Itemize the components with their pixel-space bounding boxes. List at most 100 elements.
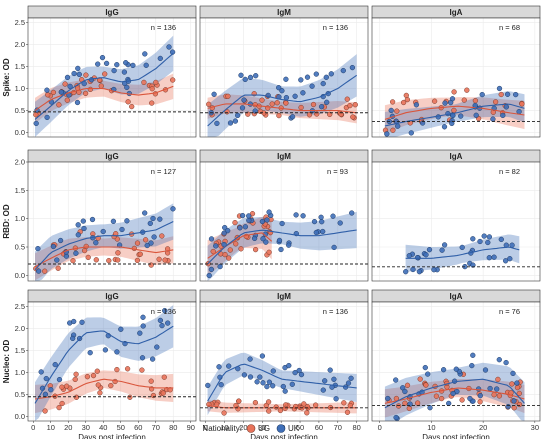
data-point-uk bbox=[502, 258, 509, 264]
data-point-ug bbox=[72, 376, 78, 383]
data-point-uk bbox=[162, 307, 168, 314]
data-point-uk bbox=[226, 363, 232, 369]
data-point-uk bbox=[148, 240, 154, 246]
data-point-uk bbox=[35, 245, 41, 252]
y-tick-label: 2.0 bbox=[15, 40, 25, 49]
panel-title: IgG bbox=[105, 292, 118, 301]
trend-line-ug bbox=[384, 387, 525, 404]
data-point-uk bbox=[349, 210, 355, 216]
x-tick-label: 20 bbox=[479, 423, 487, 432]
trend-line-uk bbox=[384, 103, 525, 127]
trend-line-uk bbox=[207, 363, 357, 402]
data-point-uk bbox=[35, 268, 42, 274]
data-point-ug bbox=[42, 408, 48, 414]
panel-title: IgM bbox=[277, 8, 291, 17]
data-point-uk bbox=[487, 385, 493, 392]
data-point-ug bbox=[81, 247, 88, 254]
data-point-uk bbox=[510, 370, 516, 377]
data-point-uk bbox=[237, 225, 243, 231]
data-point-uk bbox=[266, 209, 272, 215]
data-point-uk bbox=[276, 237, 283, 244]
data-point-ug bbox=[127, 394, 133, 400]
data-point-ug bbox=[417, 376, 423, 382]
data-point-ug bbox=[95, 382, 101, 388]
data-point-ug bbox=[472, 98, 479, 104]
data-point-uk bbox=[114, 62, 120, 68]
data-point-uk bbox=[157, 317, 164, 324]
data-point-uk bbox=[239, 105, 246, 111]
data-point-uk bbox=[44, 87, 50, 93]
data-point-uk bbox=[154, 344, 160, 350]
data-point-ug bbox=[142, 237, 149, 243]
data-point-uk bbox=[345, 380, 352, 386]
data-point-uk bbox=[439, 247, 445, 253]
y-tick-label: 1.5 bbox=[15, 346, 25, 355]
data-point-uk bbox=[311, 218, 318, 225]
data-point-uk bbox=[384, 131, 390, 137]
data-point-ug bbox=[298, 104, 304, 111]
data-point-uk bbox=[56, 376, 63, 383]
data-point-ug bbox=[59, 400, 65, 407]
data-point-ug bbox=[252, 399, 259, 406]
data-point-uk bbox=[70, 335, 76, 342]
trend-line-ug bbox=[384, 105, 525, 120]
data-point-uk bbox=[64, 74, 71, 81]
data-point-uk bbox=[313, 229, 319, 236]
data-point-uk bbox=[81, 225, 87, 232]
panel-2-3: IgA n = 82 bbox=[371, 149, 541, 282]
data-point-ug bbox=[161, 374, 167, 380]
data-point-uk bbox=[214, 120, 220, 127]
data-point-uk bbox=[260, 236, 266, 242]
data-point-uk bbox=[481, 233, 487, 239]
data-point-uk bbox=[276, 85, 282, 91]
x-axis-title: Days post infection bbox=[250, 433, 318, 439]
data-point-uk bbox=[118, 326, 124, 332]
sample-size-label: n = 136 bbox=[151, 23, 176, 32]
data-point-uk bbox=[513, 91, 519, 98]
data-point-uk bbox=[298, 371, 305, 378]
data-point-uk bbox=[95, 61, 101, 67]
data-point-uk bbox=[426, 247, 433, 253]
data-point-uk bbox=[449, 120, 455, 127]
data-point-uk bbox=[319, 219, 325, 225]
data-point-uk bbox=[149, 356, 156, 362]
data-point-uk bbox=[140, 314, 146, 320]
data-point-uk bbox=[289, 114, 296, 120]
data-point-ug bbox=[233, 241, 239, 247]
data-point-ug bbox=[514, 384, 521, 391]
x-tick-label: 10 bbox=[427, 423, 435, 432]
data-point-ug bbox=[433, 393, 440, 399]
y-axis-title-row-1: Spike: OD bbox=[2, 58, 11, 96]
data-point-uk bbox=[139, 355, 146, 361]
data-point-uk bbox=[309, 83, 315, 89]
data-point-ug bbox=[115, 250, 121, 256]
data-point-uk bbox=[304, 74, 311, 80]
data-point-uk bbox=[296, 367, 302, 374]
data-point-uk bbox=[157, 55, 163, 62]
data-point-ug bbox=[438, 395, 445, 402]
ci-band-uk bbox=[35, 203, 174, 281]
data-point-uk bbox=[260, 380, 266, 386]
plot-area bbox=[372, 162, 540, 281]
ci-band-uk bbox=[207, 54, 357, 137]
data-point-uk bbox=[470, 236, 476, 242]
legend-title: Nationality: bbox=[202, 424, 242, 433]
data-point-uk bbox=[232, 118, 239, 124]
data-point-uk bbox=[54, 257, 60, 263]
x-tick-label: 50 bbox=[117, 423, 125, 432]
data-point-uk bbox=[292, 93, 298, 99]
data-point-uk bbox=[111, 67, 117, 74]
data-point-ug bbox=[97, 390, 103, 396]
data-point-ug bbox=[156, 256, 162, 262]
data-point-uk bbox=[446, 400, 452, 407]
data-point-ug bbox=[59, 384, 65, 390]
x-tick-label: 10 bbox=[220, 423, 228, 432]
data-point-uk bbox=[58, 89, 64, 95]
data-point-ug bbox=[451, 89, 457, 95]
data-point-ug bbox=[235, 406, 241, 412]
data-point-uk bbox=[165, 320, 171, 326]
data-point-uk bbox=[422, 364, 428, 371]
data-point-ug bbox=[124, 366, 131, 372]
plot-area bbox=[200, 302, 368, 421]
trend-line-uk bbox=[34, 325, 174, 404]
